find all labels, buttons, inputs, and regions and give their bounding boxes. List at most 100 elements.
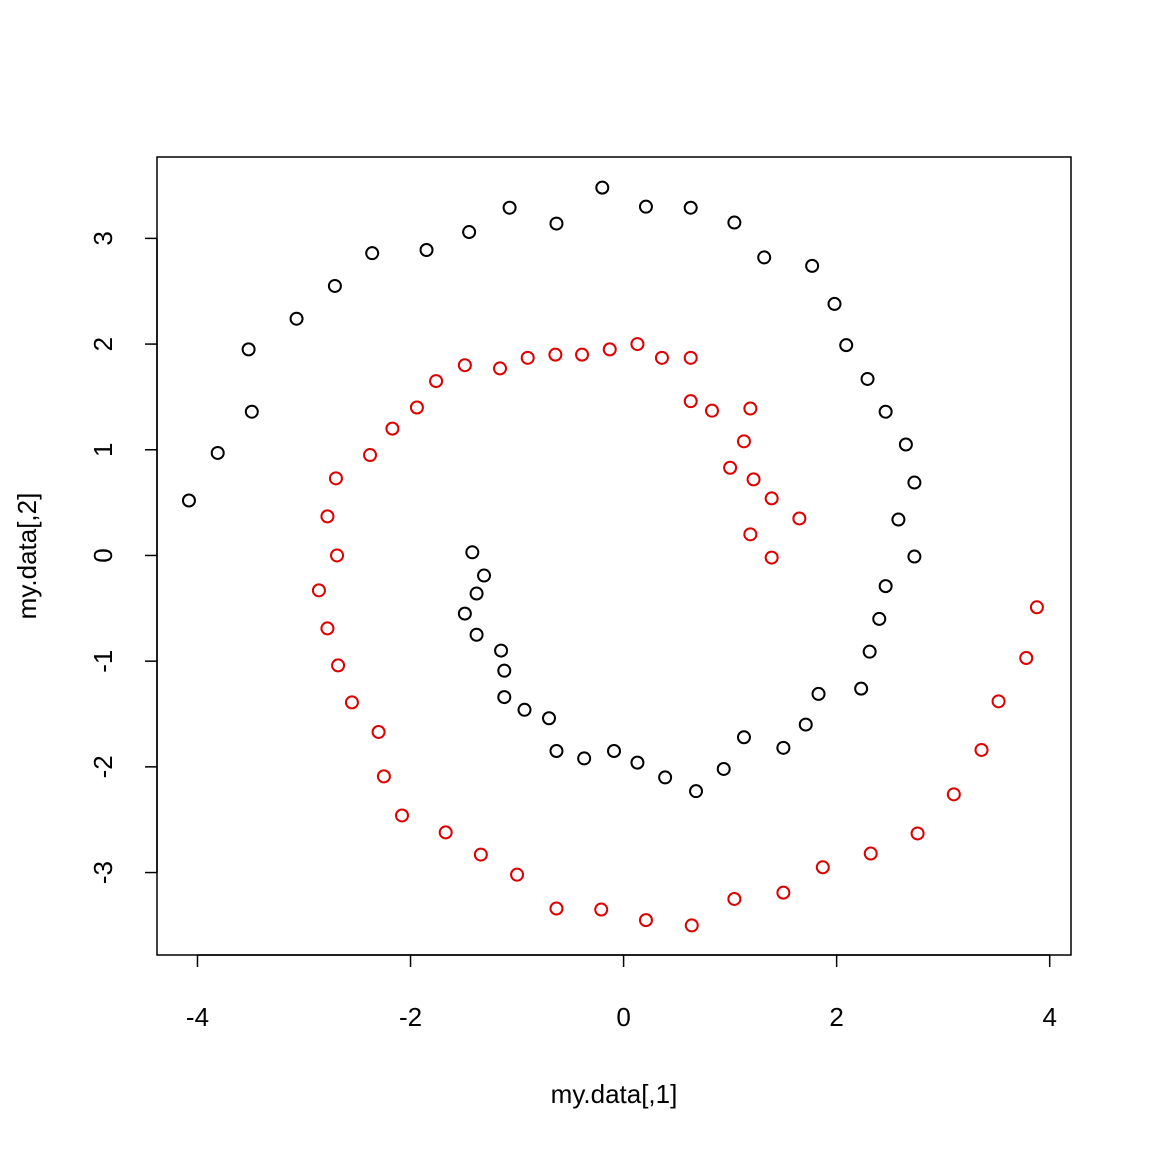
data-point [854, 681, 869, 696]
data-point [465, 545, 480, 560]
data-point [577, 751, 592, 766]
data-point [638, 913, 653, 928]
data-point [607, 744, 621, 759]
y-tick-label: 0 [88, 548, 118, 562]
data-point [811, 686, 826, 701]
data-point [327, 278, 342, 293]
data-point [658, 770, 673, 785]
data-point [494, 643, 509, 658]
data-point [1019, 650, 1034, 665]
data-point [477, 568, 492, 583]
data-point [363, 448, 378, 463]
x-tick-label: 2 [829, 1002, 843, 1032]
data-point [683, 200, 698, 215]
y-axis: -3 -2 -1 0 1 2 3 [88, 231, 158, 884]
data-point [907, 475, 922, 490]
data-point [320, 621, 335, 636]
data-point [727, 891, 742, 906]
points-layer [181, 180, 1044, 933]
data-point [705, 403, 720, 418]
x-axis-label: my.data[,1] [551, 1079, 678, 1109]
data-point [827, 296, 842, 311]
data-point [1029, 600, 1044, 615]
data-point [517, 702, 532, 717]
data-point [860, 371, 875, 386]
data-point [727, 215, 742, 230]
x-axis: -4 -2 0 2 4 [186, 954, 1057, 1032]
data-point [594, 902, 609, 917]
data-point [815, 860, 830, 875]
data-point [330, 548, 345, 563]
data-point [746, 472, 761, 487]
data-point [862, 644, 877, 659]
data-point [549, 901, 564, 916]
data-point [683, 350, 698, 365]
data-point [497, 663, 512, 678]
data-point [736, 434, 751, 449]
data-point [210, 445, 225, 460]
data-point [602, 342, 617, 357]
data-point [863, 846, 878, 861]
data-point [181, 493, 196, 508]
data-point [683, 394, 698, 409]
x-tick-label: -2 [399, 1002, 422, 1032]
data-point [549, 216, 564, 231]
data-point [548, 347, 563, 362]
data-point [839, 338, 854, 353]
y-tick-label: -2 [88, 755, 118, 778]
data-point [365, 246, 380, 261]
data-point [244, 404, 259, 419]
data-point [684, 918, 699, 933]
x-tick-label: -4 [186, 1002, 209, 1032]
data-point [429, 374, 444, 389]
data-point [473, 847, 488, 862]
data-point [457, 358, 472, 373]
plot-box [156, 156, 1072, 956]
data-point [764, 550, 779, 565]
data-point [469, 586, 484, 601]
data-point [419, 243, 434, 258]
data-point [289, 311, 304, 326]
data-point [776, 885, 791, 900]
data-point [907, 549, 922, 564]
data-point [469, 627, 484, 642]
data-point [910, 826, 925, 841]
data-point [457, 606, 472, 621]
data-point [575, 347, 590, 362]
data-point [878, 404, 893, 419]
data-point [497, 690, 512, 705]
data-point [311, 583, 326, 598]
y-tick-label: 3 [88, 231, 118, 245]
data-point [438, 825, 453, 840]
data-point [395, 808, 410, 823]
data-point [542, 711, 557, 726]
x-tick-label: 4 [1042, 1002, 1056, 1032]
data-point [776, 740, 791, 755]
data-point [898, 437, 913, 452]
data-point [409, 400, 424, 415]
data-point [757, 250, 772, 265]
data-point [371, 724, 386, 739]
data-point [493, 361, 508, 376]
data-point [320, 509, 335, 524]
data-point [946, 787, 961, 802]
data-point [736, 730, 751, 745]
data-point [462, 225, 477, 240]
data-point [798, 717, 813, 732]
data-point [654, 350, 669, 365]
data-point [328, 471, 343, 486]
y-axis-label: my.data[,2] [12, 493, 42, 620]
data-point [764, 491, 779, 506]
y-tick-label: -1 [88, 650, 118, 673]
data-point [241, 342, 256, 357]
data-point [991, 694, 1006, 709]
y-tick-label: 1 [88, 443, 118, 457]
y-tick-label: -3 [88, 861, 118, 884]
data-point [689, 784, 704, 799]
data-point [872, 611, 887, 626]
y-tick-label: 2 [88, 337, 118, 351]
data-point [385, 421, 400, 436]
data-point [743, 527, 758, 542]
data-point [376, 769, 391, 784]
